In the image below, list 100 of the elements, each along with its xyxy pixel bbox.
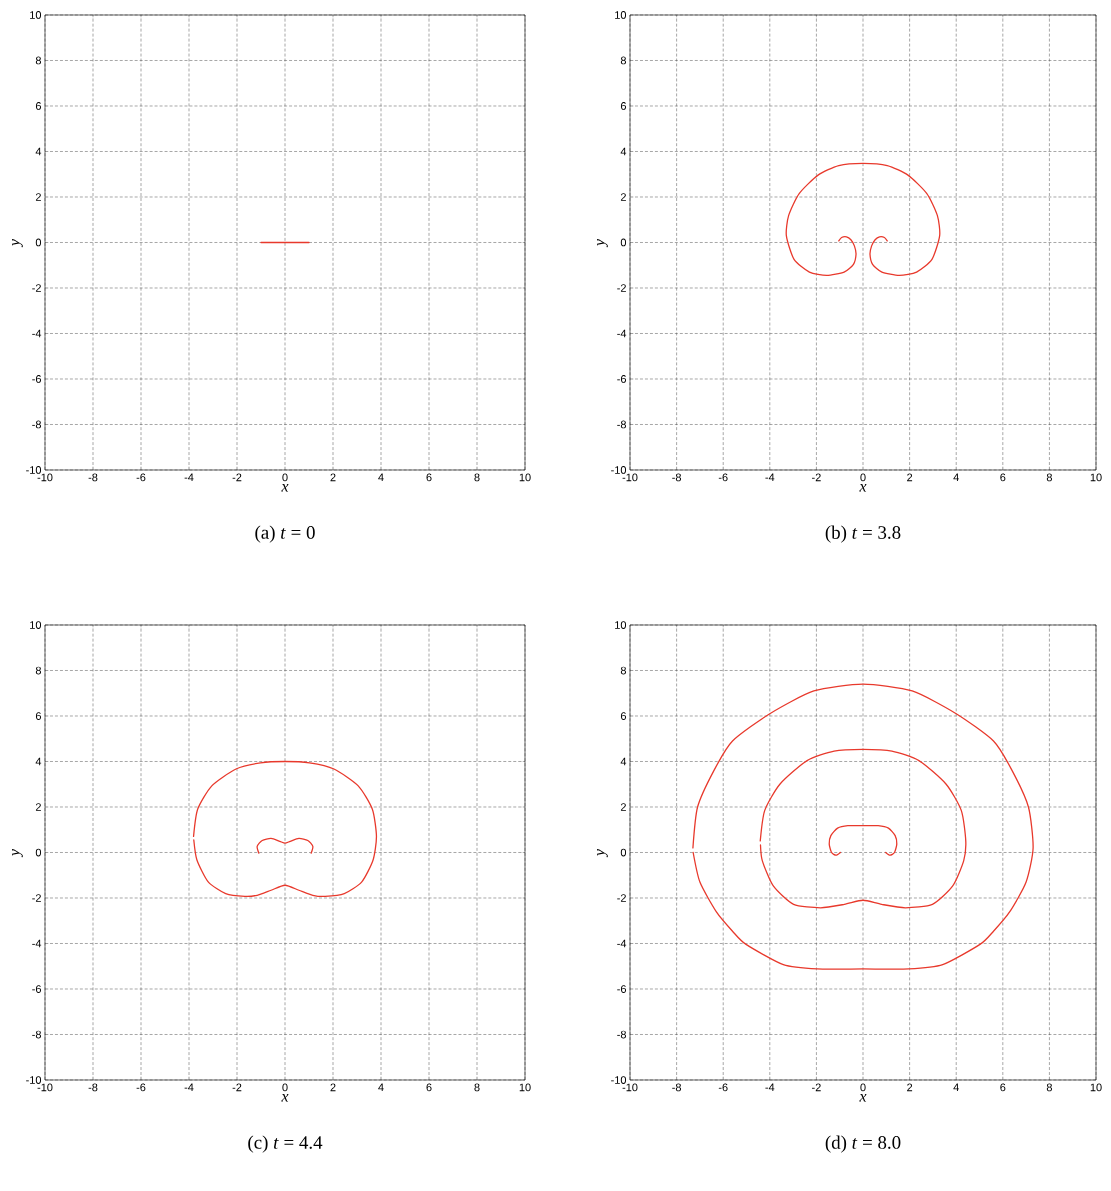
x-tick-label: 4 xyxy=(953,473,959,482)
x-tick-label: -6 xyxy=(136,1083,146,1092)
x-tick-label: -4 xyxy=(765,1083,775,1092)
x-tick-label: -2 xyxy=(232,473,242,482)
x-tick-label: 4 xyxy=(378,473,384,482)
text: (a) t = 0 xyxy=(255,525,315,543)
x-tick-label: 8 xyxy=(474,473,480,482)
y-tick-label: -4 xyxy=(617,939,627,948)
y-tick-label: 2 xyxy=(620,803,626,811)
line-series xyxy=(759,748,967,909)
y-tick-label: -6 xyxy=(32,985,41,993)
y-tick-label: 10 xyxy=(615,11,627,19)
y-tick-label: 4 xyxy=(35,757,42,766)
x-tick-label: -8 xyxy=(88,1083,98,1092)
y-axis-title: y xyxy=(12,238,23,248)
y-tick-label: 8 xyxy=(620,666,626,675)
y-tick-label: -8 xyxy=(32,420,41,429)
x-axis-title: x xyxy=(281,484,289,492)
x-tick-label: 10 xyxy=(519,1083,531,1092)
line-series xyxy=(828,824,898,856)
y-tick-label: 10 xyxy=(615,621,627,629)
y-tick-label: -4 xyxy=(32,939,42,948)
y-axis-title: y xyxy=(597,848,608,858)
y-tick-label: -10 xyxy=(611,1076,627,1084)
y-axis-title: y xyxy=(597,238,608,248)
y-tick-label: 2 xyxy=(35,193,41,201)
y-tick-label: -2 xyxy=(617,284,626,292)
y-tick-label: -2 xyxy=(32,284,41,292)
x-tick-label: -6 xyxy=(136,473,146,482)
y-tick-label: -8 xyxy=(32,1030,41,1039)
y-tick-label: 4 xyxy=(620,757,627,766)
x-tick-label: -4 xyxy=(765,473,775,482)
y-tick-label: 0 xyxy=(35,848,42,857)
x-tick-label: 0 xyxy=(282,473,288,482)
y-tick-label: 0 xyxy=(620,238,627,247)
y-tick-label: -6 xyxy=(617,375,626,383)
y-tick-label: -2 xyxy=(617,894,626,902)
y-axis-title: y xyxy=(12,848,23,858)
y-tick-label: -8 xyxy=(617,1030,626,1039)
x-tick-label: 6 xyxy=(426,1083,432,1092)
y-tick-label: -10 xyxy=(26,466,42,474)
x-tick-label: -2 xyxy=(232,1083,242,1092)
y-tick-label: 8 xyxy=(620,56,626,65)
x-tick-label: 4 xyxy=(953,1083,959,1092)
y-tick-label: 6 xyxy=(35,102,41,110)
y-tick-label: 6 xyxy=(35,712,41,720)
x-tick-label: -8 xyxy=(88,473,98,482)
y-tick-label: -6 xyxy=(32,375,41,383)
x-axis-title: x xyxy=(859,1094,867,1102)
line-series xyxy=(192,760,378,898)
x-tick-label: 2 xyxy=(907,1083,913,1092)
x-tick-label: 8 xyxy=(1046,473,1052,482)
y-tick-label: 8 xyxy=(35,56,41,65)
line-series xyxy=(785,162,941,277)
x-axis-title: x xyxy=(281,1094,289,1102)
x-tick-label: 2 xyxy=(330,1083,336,1092)
x-axis-title: x xyxy=(859,484,867,492)
x-tick-label: 0 xyxy=(860,1083,866,1092)
y-tick-label: 10 xyxy=(30,11,42,19)
x-tick-label: -2 xyxy=(812,473,821,482)
x-tick-label: -6 xyxy=(718,473,728,482)
text: (d) t = 8.0 xyxy=(825,1135,901,1153)
x-tick-label: -8 xyxy=(672,1083,681,1092)
y-tick-label: 6 xyxy=(620,712,626,720)
y-tick-label: 2 xyxy=(620,193,626,201)
y-tick-label: 4 xyxy=(620,147,627,156)
y-tick-label: -4 xyxy=(32,329,42,338)
x-tick-label: 10 xyxy=(1090,473,1102,482)
x-tick-label: 10 xyxy=(519,473,531,482)
text: (b) t = 3.8 xyxy=(825,525,901,543)
y-tick-label: 0 xyxy=(35,238,42,247)
x-tick-label: 4 xyxy=(378,1083,384,1092)
y-tick-label: 4 xyxy=(35,147,42,156)
x-tick-label: -8 xyxy=(672,473,681,482)
text: (c) t = 4.4 xyxy=(248,1135,323,1153)
x-tick-label: -6 xyxy=(718,1083,728,1092)
y-tick-label: 6 xyxy=(620,102,626,110)
line-series xyxy=(692,683,1034,970)
x-tick-label: 6 xyxy=(426,473,432,482)
y-tick-label: -8 xyxy=(617,420,626,429)
y-tick-label: 8 xyxy=(35,666,41,675)
y-tick-label: -6 xyxy=(617,985,626,993)
y-tick-label: 2 xyxy=(35,803,41,811)
x-tick-label: -4 xyxy=(184,473,194,482)
x-tick-label: -2 xyxy=(812,1083,821,1092)
y-tick-label: -10 xyxy=(611,466,627,474)
x-tick-label: -4 xyxy=(184,1083,194,1092)
y-tick-label: -4 xyxy=(617,329,627,338)
x-tick-label: 0 xyxy=(860,473,866,482)
x-tick-label: 8 xyxy=(1046,1083,1052,1092)
x-tick-label: 0 xyxy=(282,1083,288,1092)
y-tick-label: 0 xyxy=(620,848,627,857)
y-tick-label: -2 xyxy=(32,894,41,902)
y-tick-label: -10 xyxy=(26,1076,42,1084)
x-tick-label: 8 xyxy=(474,1083,480,1092)
y-tick-label: 10 xyxy=(30,621,42,629)
x-tick-label: 2 xyxy=(330,473,336,482)
x-tick-label: 6 xyxy=(1000,473,1006,482)
x-tick-label: 2 xyxy=(907,473,913,482)
line-series xyxy=(256,837,314,854)
